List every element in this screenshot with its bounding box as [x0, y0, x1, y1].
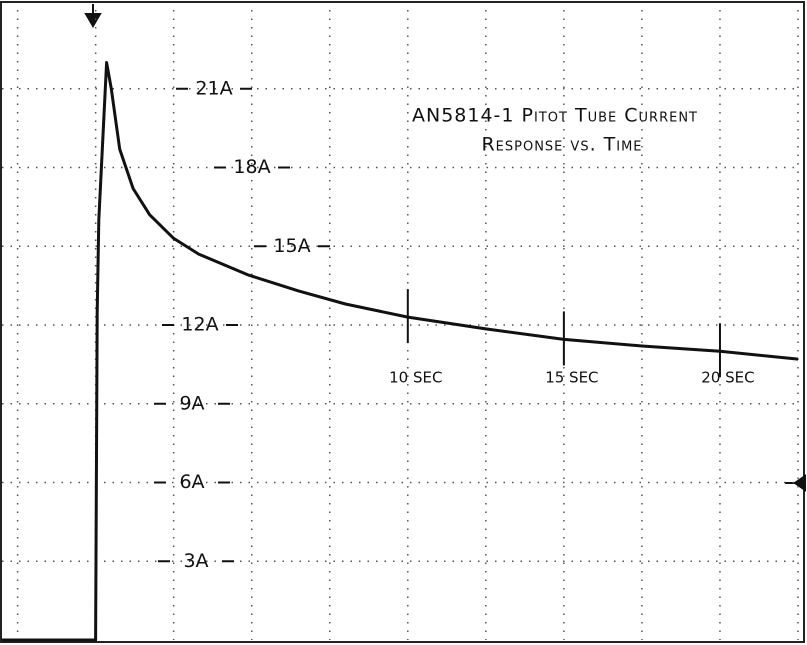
- y-tick-label: 21A: [195, 77, 232, 99]
- trigger-marker: [84, 4, 102, 28]
- y-tick-label: 12A: [181, 314, 218, 336]
- trace: [2, 61, 799, 642]
- x-tick-label: 20 SEC: [701, 369, 754, 387]
- x-tick-label: 15 SEC: [545, 369, 598, 387]
- y-tick-label: 15A: [273, 235, 310, 257]
- chart-subtitle: Response vs. Time: [481, 134, 642, 156]
- chart-title: AN5814-1 Pitot Tube Current: [412, 105, 698, 127]
- y-tick-label: 9A: [179, 392, 204, 414]
- y-tick-label: 18A: [233, 156, 270, 178]
- y-tick-label: 3A: [183, 550, 208, 572]
- x-tick-label: 10 SEC: [389, 369, 442, 387]
- y-tick-label: 6A: [179, 471, 204, 493]
